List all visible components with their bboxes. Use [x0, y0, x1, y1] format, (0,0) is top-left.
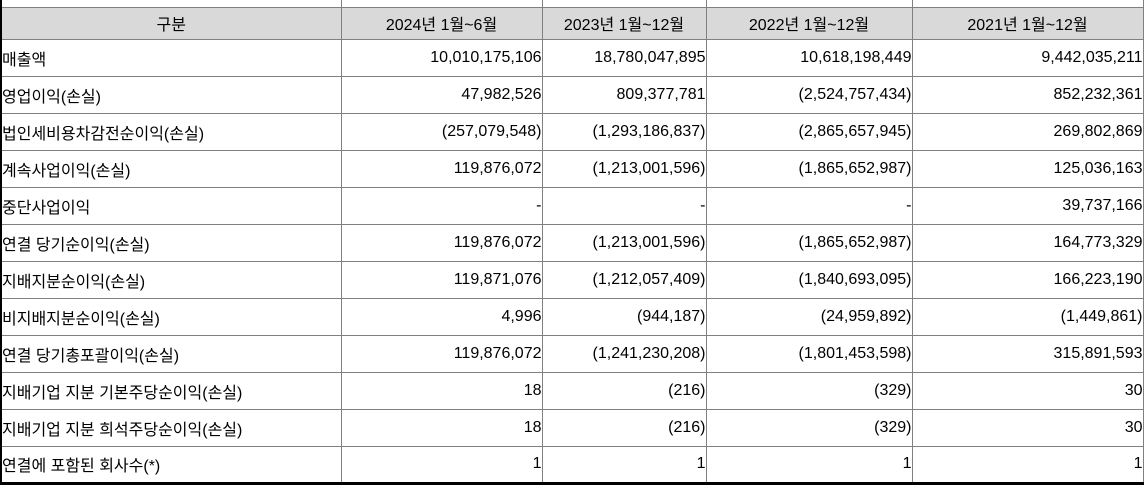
value-cell: (216): [541, 408, 707, 447]
financial-summary-table: 구분 2024년 1월~6월 2023년 1월~12월 2022년 1월~12월…: [0, 0, 1144, 485]
row-label: 지배기업 지분 기본주당순이익(손실): [0, 371, 342, 410]
value-cell: 39,737,166: [911, 186, 1144, 225]
value-cell: 119,876,072: [340, 149, 543, 188]
value-cell: (1,293,186,837): [541, 112, 707, 151]
value-cell: -: [541, 186, 707, 225]
value-cell: 119,876,072: [340, 223, 543, 262]
value-cell: (1,801,453,598): [705, 334, 913, 373]
table-row: 계속사업이익(손실) 119,876,072 (1,213,001,596) (1,8…: [0, 149, 1144, 188]
row-label: 지배기업 지분 희석주당순이익(손실): [0, 408, 342, 447]
value-cell: 30: [911, 408, 1144, 447]
value-cell: 18,780,047,895: [541, 38, 707, 77]
row-label: 연결 당기총포괄이익(손실): [0, 334, 342, 373]
value-cell: (1,865,652,987): [705, 223, 913, 262]
value-cell: 119,871,076: [340, 260, 543, 299]
value-cell: 9,442,035,211: [911, 38, 1144, 77]
spacer-cell: [911, 0, 1144, 8]
value-cell: (1,213,001,596): [541, 223, 707, 262]
column-header-period-2021: 2021년 1월~12월: [911, 6, 1144, 40]
table-row: 중단사업이익 - - -39,737,166: [0, 186, 1144, 225]
table-top-spacer-row: [0, 0, 1144, 8]
value-cell: (329): [705, 408, 913, 447]
value-cell: -: [340, 186, 543, 225]
row-label: 비지배지분순이익(손실): [0, 297, 342, 336]
table-row: 연결에 포함된 회사수(*) 1 1 1 1: [0, 445, 1144, 484]
value-cell: 18: [340, 408, 543, 447]
value-cell: 315,891,593: [911, 334, 1144, 373]
value-cell: 18: [340, 371, 543, 410]
column-header-period-2022: 2022년 1월~12월: [705, 6, 913, 40]
row-label: 매출액: [0, 38, 342, 77]
value-cell: 10,010,175,106: [340, 38, 543, 77]
value-cell: (24,959,892): [705, 297, 913, 336]
value-cell: (216): [541, 371, 707, 410]
value-cell: 269,802,869: [911, 112, 1144, 151]
value-cell: (1,449,861): [911, 297, 1144, 336]
spacer-cell: [340, 0, 543, 8]
value-cell: (1,241,230,208): [541, 334, 707, 373]
row-label: 연결 당기순이익(손실): [0, 223, 342, 262]
value-cell: (2,865,657,945): [705, 112, 913, 151]
table-row: 지배지분순이익(손실) 119,871,076 (1,212,057,409) (1,…: [0, 260, 1144, 299]
table-body: 매출액 10,010,175,106 18,780,047,895 10,618,19…: [0, 38, 1144, 484]
value-cell: 4,996: [340, 297, 543, 336]
value-cell: -: [705, 186, 913, 225]
value-cell: (1,212,057,409): [541, 260, 707, 299]
value-cell: 852,232,361: [911, 75, 1144, 114]
value-cell: 1: [705, 445, 913, 484]
value-cell: 119,876,072: [340, 334, 543, 373]
table-row: 지배기업 지분 기본주당순이익(손실) 18 (216) (329) 30: [0, 371, 1144, 410]
table-row: 영업이익(손실) 47,982,526 809,377,781 (2,524,757,…: [0, 75, 1144, 114]
table-row: 법인세비용차감전순이익(손실) (257,079,548) (1,293,186,8…: [0, 112, 1144, 151]
row-label: 계속사업이익(손실): [0, 149, 342, 188]
row-label: 법인세비용차감전순이익(손실): [0, 112, 342, 151]
table-row: 매출액 10,010,175,106 18,780,047,895 10,618,19…: [0, 38, 1144, 77]
table-row: 비지배지분순이익(손실) 4,996 (944,187) (24,959,892) (1…: [0, 297, 1144, 336]
column-header-period-2023: 2023년 1월~12월: [541, 6, 707, 40]
value-cell: 809,377,781: [541, 75, 707, 114]
value-cell: 1: [340, 445, 543, 484]
value-cell: 166,223,190: [911, 260, 1144, 299]
value-cell: 30: [911, 371, 1144, 410]
value-cell: (257,079,548): [340, 112, 543, 151]
spacer-cell: [705, 0, 913, 8]
value-cell: 1: [541, 445, 707, 484]
row-label: 영업이익(손실): [0, 75, 342, 114]
value-cell: 1: [911, 445, 1144, 484]
value-cell: (944,187): [541, 297, 707, 336]
column-header-period-2024: 2024년 1월~6월: [340, 6, 543, 40]
table-header-row: 구분 2024년 1월~6월 2023년 1월~12월 2022년 1월~12월…: [0, 6, 1144, 40]
row-label: 지배지분순이익(손실): [0, 260, 342, 299]
value-cell: (1,840,693,095): [705, 260, 913, 299]
value-cell: 125,036,163: [911, 149, 1144, 188]
table-row: 연결 당기순이익(손실) 119,876,072 (1,213,001,596) (1…: [0, 223, 1144, 262]
spacer-cell: [541, 0, 707, 8]
value-cell: (1,865,652,987): [705, 149, 913, 188]
value-cell: (2,524,757,434): [705, 75, 913, 114]
row-label: 중단사업이익: [0, 186, 342, 225]
spacer-cell: [0, 0, 342, 8]
value-cell: (329): [705, 371, 913, 410]
value-cell: 164,773,329: [911, 223, 1144, 262]
value-cell: (1,213,001,596): [541, 149, 707, 188]
table-row: 연결 당기총포괄이익(손실) 119,876,072 (1,241,230,208)…: [0, 334, 1144, 373]
value-cell: 47,982,526: [340, 75, 543, 114]
row-label: 연결에 포함된 회사수(*): [0, 445, 342, 484]
value-cell: 10,618,198,449: [705, 38, 913, 77]
table-row: 지배기업 지분 희석주당순이익(손실) 18 (216) (329) 30: [0, 408, 1144, 447]
column-header-category: 구분: [0, 6, 342, 40]
